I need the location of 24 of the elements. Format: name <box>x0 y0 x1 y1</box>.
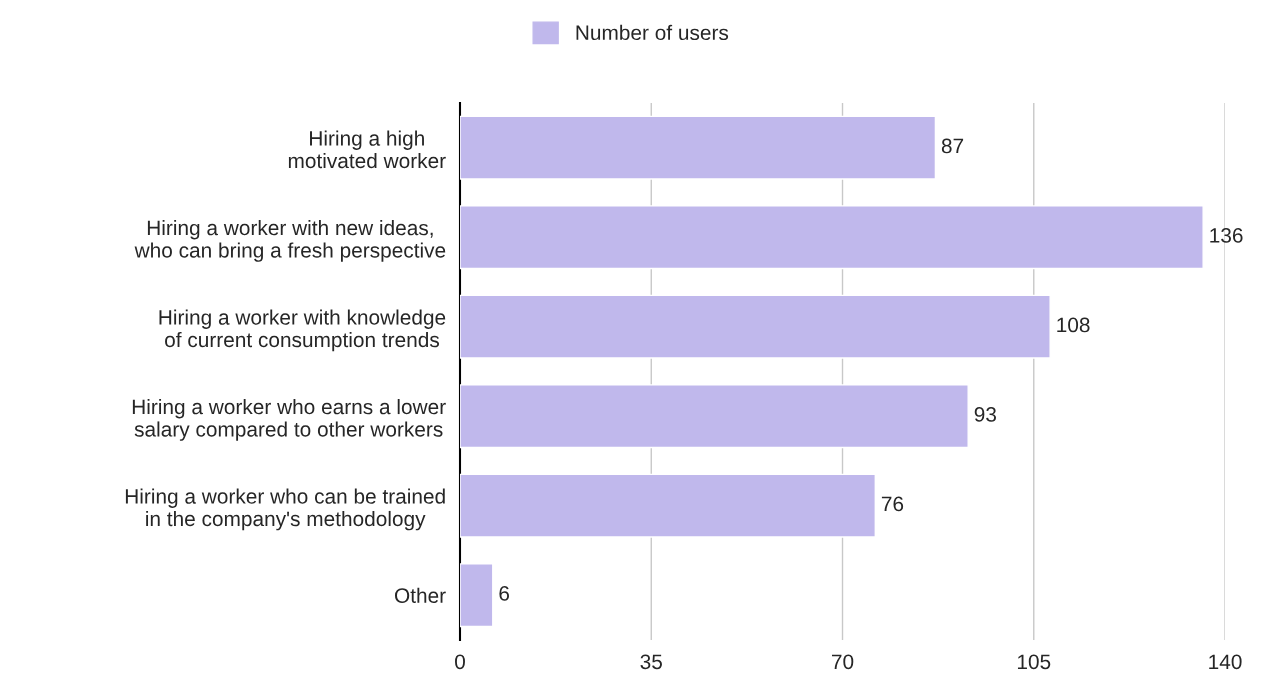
x-tick-label: 35 <box>640 654 662 670</box>
x-tick-label: 70 <box>831 654 854 670</box>
y-tick-label: Hiring a worker with knowledge of current consumption trends <box>159 309 446 352</box>
data-label: 76 <box>881 496 904 512</box>
bar <box>460 205 1204 270</box>
bar <box>460 563 494 628</box>
bar <box>460 294 1051 359</box>
x-tick-label: 0 <box>455 654 465 670</box>
bar <box>460 384 969 449</box>
bar <box>460 473 876 538</box>
y-tick-label: Hiring a worker with new ideas, who can bring a fresh perspective <box>134 219 446 262</box>
y-tick-label: Hiring a high motivated worker <box>288 130 446 169</box>
data-label: 87 <box>941 138 964 154</box>
y-tick-label: Hiring a worker who can be trained in the company's methodology <box>125 488 445 531</box>
data-label: 93 <box>974 407 997 422</box>
x-tick-label: 140 <box>1209 654 1242 670</box>
legend-label: Number of users <box>576 24 729 41</box>
y-tick-label: Hiring a worker who earns a lower salary compared to other workers <box>132 398 446 441</box>
y-tick-label: Other <box>395 587 446 603</box>
data-label: 136 <box>1210 228 1243 243</box>
data-label: 108 <box>1057 317 1090 333</box>
bar <box>460 115 937 180</box>
data-label: 6 <box>499 586 510 601</box>
x-tick-label: 105 <box>1017 654 1051 670</box>
